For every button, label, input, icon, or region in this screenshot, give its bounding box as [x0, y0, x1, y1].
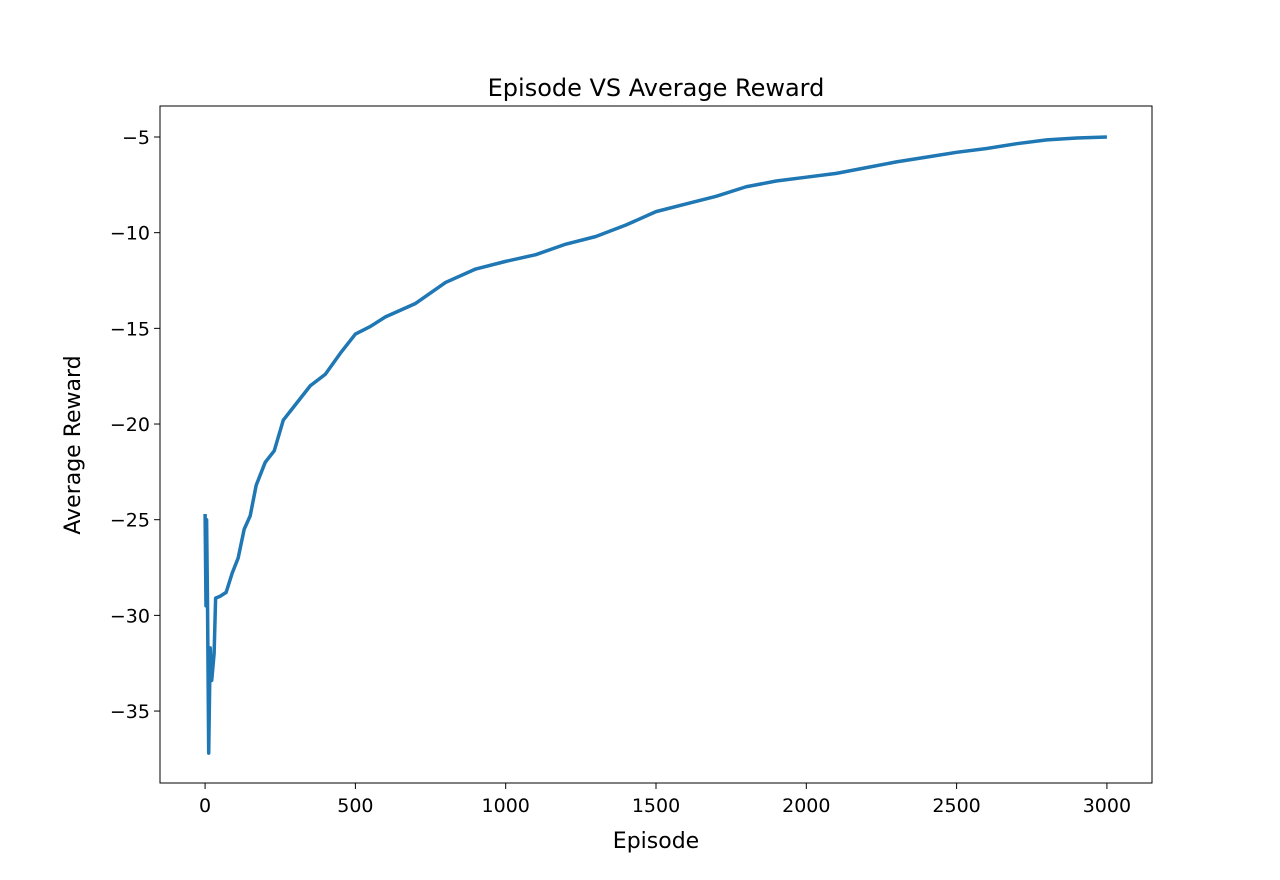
y-tick-label: −20 [110, 414, 150, 436]
x-tick-label: 1000 [482, 795, 530, 817]
y-tick-label: −30 [110, 605, 150, 627]
x-axis-label: Episode [613, 829, 699, 854]
data-line [203, 135, 1107, 755]
x-tick-label: 0 [199, 795, 211, 817]
y-tick-label: −15 [110, 318, 150, 340]
x-tick-label: 1500 [632, 795, 680, 817]
x-tick-label: 2500 [932, 795, 980, 817]
y-tick-label: −35 [110, 701, 150, 723]
y-tick-label: −5 [122, 127, 150, 149]
x-tick-label: 3000 [1083, 795, 1131, 817]
y-tick-label: −10 [110, 223, 150, 245]
x-tick-label: 2000 [782, 795, 830, 817]
plot-frame [159, 105, 1153, 784]
y-axis-label: Average Reward [61, 355, 86, 534]
y-tick-label: −25 [110, 510, 150, 532]
x-tick-label: 500 [337, 795, 373, 817]
chart-title: Episode VS Average Reward [488, 74, 825, 102]
